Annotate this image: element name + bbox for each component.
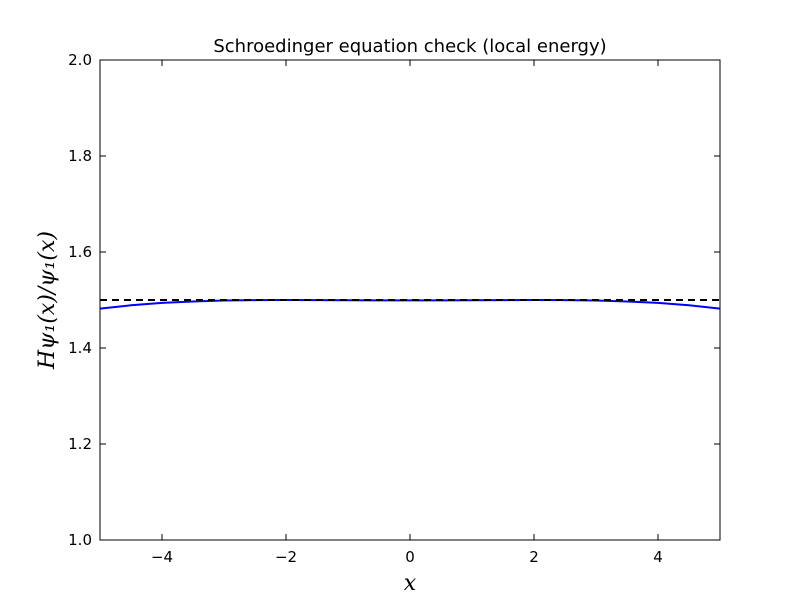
y-tick-label: 1.4 [68,339,92,357]
y-axis-label: Hψ₁(x)/ψ₁(x) [35,231,60,370]
x-tick-label: −2 [275,548,297,566]
y-tick-label: 1.8 [68,147,92,165]
series-line-1 [99,298,721,310]
series-layer [99,298,721,310]
tick-layer: −4 −2 0 2 4 1.0 1.2 1.4 1.6 1.8 2.0 [68,51,720,566]
chart-title: Schroedinger equation check (local energ… [213,36,606,57]
y-tick-label: 1.6 [68,243,92,261]
x-tick-label: 0 [405,548,415,566]
y-tick-label: 1.0 [68,531,92,549]
y-tick-label: 1.2 [68,435,92,453]
x-axis-label: x [404,571,417,596]
x-tick-label: −4 [151,548,173,566]
y-tick-label: 2.0 [68,51,92,69]
x-tick-label: 4 [653,548,663,566]
x-tick-label: 2 [529,548,539,566]
